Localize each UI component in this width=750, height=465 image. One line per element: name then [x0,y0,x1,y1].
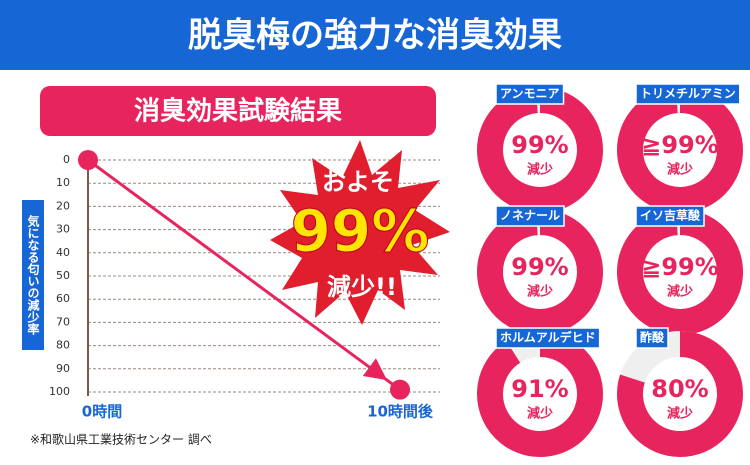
starburst [270,140,450,325]
y-tick-label: 90 [56,362,70,375]
donut-title-box [495,327,601,349]
callout-value: 99% [291,197,430,265]
y-tick-label: 40 [56,246,70,259]
donut-value-label: 91% [511,375,568,403]
donut-sublabel: 減少 [667,284,693,300]
donut-sublabel: 減少 [527,406,553,422]
callout-top: およそ [322,168,394,196]
y-axis-label: 気になる匂いの減少率 [26,214,40,336]
donut-sublabel: 減少 [527,284,553,300]
donut-value-label: 99% [511,253,568,281]
donut-title-box [495,83,565,105]
y-tick-label: 20 [56,199,70,212]
donut-title: トリメチルアミン [640,87,736,101]
donut-title-box [635,83,741,105]
donut-sublabel: 減少 [667,406,693,422]
donut-arc [477,209,603,335]
chart-title-box [40,86,436,136]
donut-arc [617,87,743,213]
data-line [87,158,401,391]
donut-title: アンモニア [500,87,560,101]
y-label-box [22,200,44,350]
donut-title-box [635,205,705,227]
arrow-head [362,358,388,381]
donut-title-box [635,327,669,349]
donut-value-label: ≧99% [641,131,719,159]
donut-arc [477,87,603,213]
y-tick-label: 30 [56,223,70,236]
y-tick-label: 50 [56,269,70,282]
donut-title: ノネナール [500,209,560,223]
y-tick-label: 10 [56,176,70,189]
donut-title: 酢酸 [640,330,665,345]
donut-title: ホルムアルデヒド [500,330,596,345]
header-bar [0,0,750,70]
donut-value-label: 80% [651,375,708,403]
header-title: 脱臭梅の強力な消臭効果 [188,16,562,56]
y-tick-label: 60 [56,292,70,305]
y-tick-label: 70 [56,315,70,328]
y-tick-label: 80 [56,339,70,352]
data-point [390,379,410,400]
y-tick-label: 0 [63,153,70,166]
donut-sublabel: 減少 [527,162,553,178]
donut-arc [617,209,743,335]
donut-title-box [495,205,565,227]
donut-title: イソ吉草酸 [640,208,701,223]
data-point [78,150,98,170]
y-tick-label: 100 [49,385,70,398]
donut-arc [477,331,603,457]
donut-value-label: 99% [511,131,568,159]
chart-title: 消臭効果試験結果 [134,96,342,127]
x-tick-label: 0時間 [82,403,122,421]
source-note: ※和歌山県工業技術センター 調べ [30,432,212,447]
donut-sublabel: 減少 [667,162,693,178]
x-tick-label: 10時間後 [367,403,434,421]
donut-arc [617,331,743,457]
callout-bottom: 減少!! [327,273,397,301]
donut-value-label: ≧99% [641,253,719,281]
